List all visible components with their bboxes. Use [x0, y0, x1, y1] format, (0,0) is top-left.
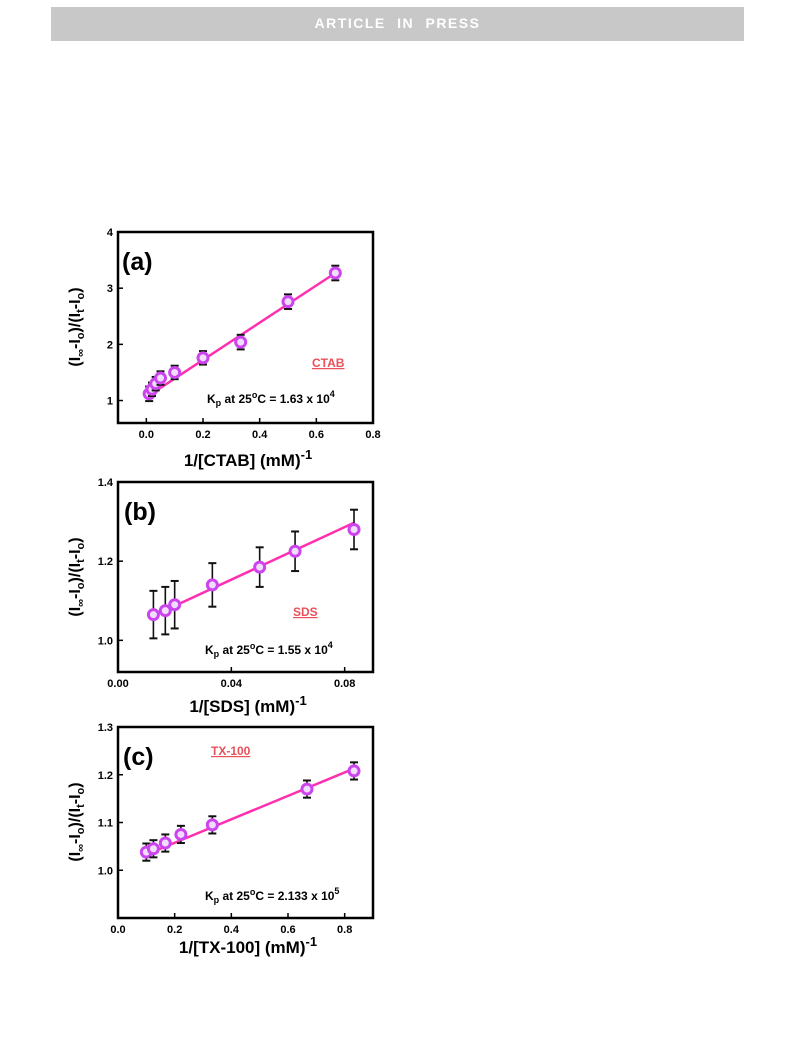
- y-tick-label: 3: [107, 283, 113, 295]
- chart-panel-a: 0.0 0.2 0.4 0.6 0.8 1 2 3 4 (a) CTAB Kp at 25oC = 1…: [67, 227, 381, 470]
- x-tick-label: 0.4: [252, 429, 268, 441]
- kp-annotation: Kp at 25oC = 2.133 x 105: [205, 886, 339, 905]
- y-tick-label: 1.0: [98, 865, 113, 877]
- data-point: [205, 578, 219, 592]
- x-tick-label: 0.8: [337, 924, 352, 936]
- data-point: [196, 351, 210, 365]
- y-tick-label: 1.2: [98, 770, 113, 782]
- x-tick-label: 0.08: [334, 678, 355, 690]
- y-tick-label: 4: [107, 227, 114, 239]
- x-tick-label: 0.04: [221, 678, 243, 690]
- surfactant-label: TX-100: [211, 744, 251, 758]
- x-tick-label: 0.8: [365, 429, 380, 441]
- data-point: [154, 371, 167, 385]
- y-axis-label: (I∞-Io)/(It-Io): [67, 782, 87, 861]
- kp-exponent: 4: [330, 389, 335, 399]
- x-tick-label: 0.0: [139, 429, 154, 441]
- y-axis-label: (I∞-Io)/(It-Io): [67, 287, 87, 366]
- data-point: [174, 827, 188, 841]
- data-point: [146, 608, 160, 622]
- x-tick-label: 0.2: [195, 429, 210, 441]
- x-tick-label: 0.0: [110, 924, 125, 936]
- kp-exponent: 4: [328, 640, 333, 650]
- y-tick-label: 1.1: [98, 818, 113, 830]
- y-tick-label: 1.0: [98, 635, 113, 647]
- x-axis-label: 1/[SDS] (mM)-1: [189, 693, 306, 716]
- data-point: [168, 365, 182, 379]
- y-tick-label: 1.3: [98, 722, 113, 734]
- kp-annotation: Kp at 25oC = 1.63 x 104: [207, 389, 335, 408]
- surfactant-label: SDS: [293, 605, 318, 619]
- data-point: [168, 598, 182, 612]
- kp-annotation: Kp at 25oC = 1.55 x 104: [205, 640, 333, 659]
- y-tick-label: 1.4: [98, 477, 114, 489]
- x-axis-label: 1/[TX-100] (mM)-1: [179, 934, 317, 957]
- y-tick-label: 1: [107, 396, 113, 408]
- kp-exponent: 5: [334, 886, 339, 896]
- x-tick-label: 0.00: [107, 678, 128, 690]
- panel-label: (b): [124, 498, 156, 526]
- article-in-press-banner: ARTICLE IN PRESS: [51, 7, 744, 41]
- data-point: [300, 782, 314, 796]
- data-point: [347, 523, 361, 536]
- banner-text: ARTICLE IN PRESS: [314, 15, 481, 31]
- y-axis-label: (I∞-Io)/(It-Io): [67, 537, 87, 616]
- y-tick-label: 2: [107, 339, 113, 351]
- data-point: [347, 764, 361, 778]
- chart-panel-b: 0.00 0.04 0.08 1.0 1.2 1.4 (b) SDS Kp at 25oC = …: [67, 477, 375, 716]
- panel-label: (a): [122, 248, 153, 276]
- data-point: [158, 836, 172, 850]
- x-tick-label: 0.6: [309, 429, 324, 441]
- fit-line: [145, 767, 355, 856]
- surfactant-label: CTAB: [312, 356, 345, 370]
- chart-panel-c: 0.0 0.2 0.4 0.6 0.8 1.0 1.1 1.2 1.3 (c) TX-100 Kp a…: [67, 722, 375, 957]
- panel-label: (c): [123, 743, 154, 771]
- plot-frame: [116, 230, 375, 425]
- data-point: [288, 544, 302, 558]
- x-tick-label: 0.6: [280, 924, 295, 936]
- x-tick-label: 0.2: [167, 924, 182, 936]
- data-point: [146, 842, 160, 856]
- data-point: [253, 560, 267, 574]
- data-point: [281, 295, 295, 309]
- x-tick-label: 0.4: [224, 924, 240, 936]
- x-axis-label: 1/[CTAB] (mM)-1: [184, 447, 312, 470]
- data-point: [205, 818, 219, 832]
- plot-frame: [116, 480, 375, 674]
- data-point: [234, 335, 248, 349]
- data-point: [328, 266, 342, 280]
- data-point: [158, 604, 172, 618]
- y-tick-label: 1.2: [98, 556, 113, 568]
